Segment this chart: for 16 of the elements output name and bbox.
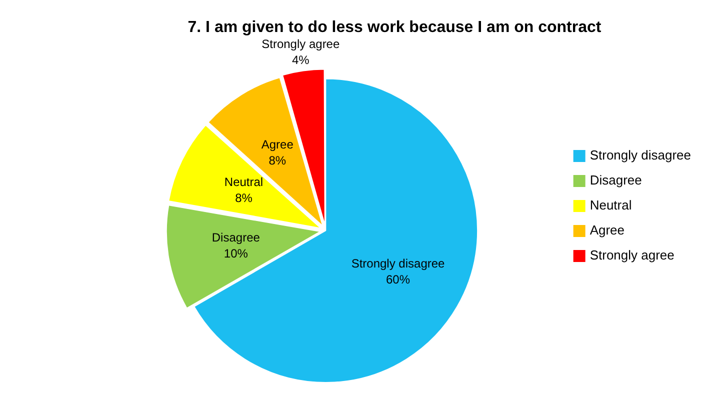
slice-label: Strongly disagree: [351, 256, 446, 271]
slice-label: Neutral: [224, 174, 264, 189]
chart-title: 7. I am given to do less work because I am on contract: [188, 19, 602, 36]
slice-label: Disagree: [212, 230, 260, 245]
data-label: 10%: [224, 246, 248, 261]
slice-label: Strongly agree: [262, 36, 340, 51]
data-label: 4%: [292, 52, 310, 67]
legend-label: Agree: [590, 222, 625, 238]
legend-label: Disagree: [590, 172, 642, 188]
legend-label: Neutral: [590, 198, 632, 213]
legend-label: Strongly agree: [590, 248, 674, 263]
data-label: 8%: [268, 154, 286, 168]
data-label: 60%: [386, 272, 410, 287]
slice-label: Agree: [261, 138, 294, 152]
data-label: 8%: [235, 190, 253, 205]
legend-label: Strongly disagree: [590, 148, 692, 163]
